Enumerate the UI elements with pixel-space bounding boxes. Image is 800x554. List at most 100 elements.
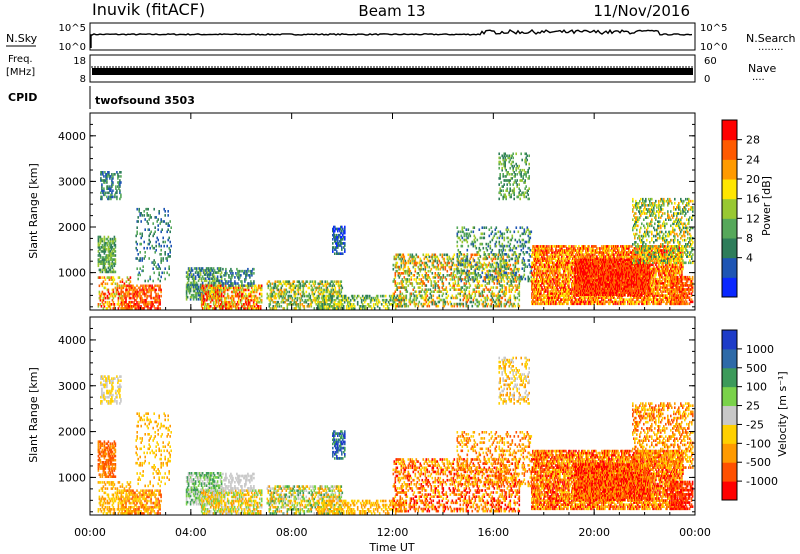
- power-cell: [401, 304, 404, 308]
- power-cell: [413, 286, 416, 289]
- power-cell: [275, 292, 278, 296]
- power-cell: [469, 278, 472, 281]
- power-cell: [508, 154, 510, 158]
- power-cell: [430, 294, 433, 298]
- power-cell: [192, 287, 195, 291]
- power-cell: [158, 265, 160, 268]
- power-cell: [98, 296, 101, 300]
- power-cell: [188, 287, 191, 291]
- power-cell: [341, 286, 344, 290]
- power-cell: [529, 248, 532, 252]
- power-cell: [353, 294, 356, 298]
- power-cell: [136, 242, 138, 246]
- power-cell: [131, 296, 133, 300]
- power-cell: [143, 286, 145, 290]
- power-cell: [159, 284, 161, 288]
- nave-tick-top: 60: [704, 56, 717, 67]
- power-cell: [221, 300, 224, 304]
- power-cell: [134, 294, 136, 298]
- power-cell: [113, 254, 116, 257]
- power-cell: [154, 251, 156, 254]
- power-cell: [138, 271, 140, 275]
- power-cell: [409, 259, 412, 263]
- power-cell: [428, 304, 431, 308]
- power-cell: [98, 268, 101, 272]
- power-cell: [139, 257, 141, 260]
- power-cell: [168, 246, 170, 250]
- power-cell: [159, 288, 161, 292]
- power-cell: [118, 284, 121, 288]
- power-cell: [111, 294, 114, 298]
- power-cell: [109, 266, 112, 270]
- power-cell: [498, 197, 500, 201]
- power-cell: [126, 292, 129, 296]
- power-cell: [470, 230, 473, 234]
- power-cell: [478, 300, 481, 304]
- power-cell: [497, 253, 500, 257]
- power-cell: [474, 302, 477, 306]
- power-cell: [498, 183, 500, 186]
- power-cell: [107, 187, 109, 190]
- power-cell: [449, 284, 452, 287]
- power-cell: [140, 307, 142, 310]
- power-cell: [103, 266, 106, 270]
- power-cell: [486, 248, 489, 252]
- power-cell: [518, 267, 521, 271]
- power-cell: [111, 181, 113, 184]
- power-cell: [191, 275, 194, 278]
- power-cell: [164, 277, 166, 281]
- power-cell: [461, 244, 464, 248]
- power-cell: [116, 286, 119, 290]
- power-cell: [122, 300, 124, 304]
- power-cell: [516, 257, 519, 260]
- power-cell: [467, 228, 470, 231]
- power-cell: [140, 242, 142, 246]
- power-cell: [144, 288, 146, 292]
- power-cell: [519, 253, 522, 256]
- power-cell: [392, 296, 395, 300]
- power-cell: [392, 267, 395, 271]
- power-cell: [483, 236, 486, 240]
- power-cell: [102, 248, 105, 251]
- power-cell: [116, 191, 118, 195]
- power-cell: [103, 189, 105, 192]
- power-cell: [476, 277, 479, 281]
- power-cell: [129, 305, 131, 308]
- power-cell: [158, 303, 160, 306]
- power-cell: [270, 286, 273, 290]
- power-cell: [405, 294, 408, 298]
- power-cell: [163, 271, 165, 275]
- power-cell: [195, 298, 198, 301]
- power-cell: [135, 307, 137, 310]
- power-cell: [110, 264, 113, 268]
- power-cell: [520, 248, 523, 252]
- power-cell: [515, 152, 517, 156]
- power-cell: [160, 230, 162, 234]
- power-cell: [481, 271, 484, 275]
- power-cell: [458, 255, 461, 258]
- power-cell: [153, 246, 155, 250]
- power-cell: [168, 273, 170, 277]
- power-cell: [107, 305, 110, 308]
- power-cell: [97, 243, 100, 247]
- power-cell: [187, 283, 190, 287]
- power-cell: [212, 300, 215, 304]
- power-cell: [115, 288, 118, 292]
- power-cell: [143, 214, 145, 217]
- power-cell: [505, 267, 508, 270]
- power-cell: [495, 240, 498, 244]
- power-cell: [494, 257, 497, 261]
- power-cell: [197, 293, 200, 297]
- power-cell: [111, 258, 114, 261]
- power-cell: [143, 257, 145, 260]
- power-cell: [121, 303, 123, 306]
- power-cell: [152, 303, 154, 306]
- power-cell: [463, 255, 466, 258]
- power-cell: [220, 286, 223, 290]
- power-cell: [438, 286, 441, 289]
- power-cell: [108, 171, 110, 174]
- power-cell: [113, 241, 116, 245]
- power-cell: [186, 287, 189, 291]
- power-cell: [129, 296, 131, 300]
- power-cell: [138, 286, 140, 290]
